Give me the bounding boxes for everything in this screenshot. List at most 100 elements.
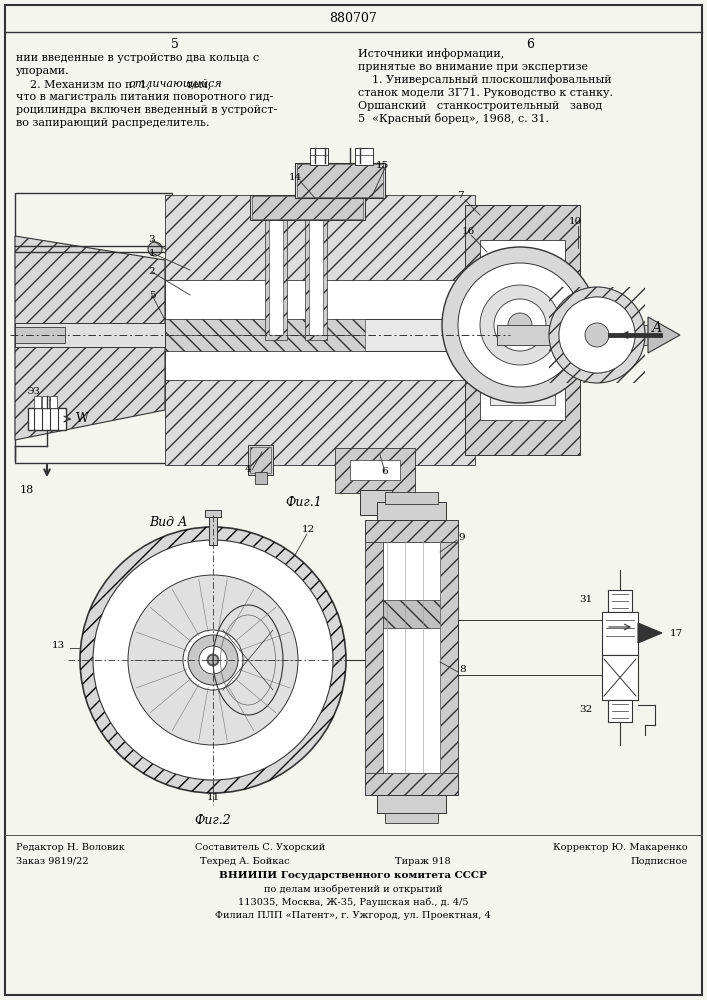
Bar xyxy=(365,520,383,795)
Text: Техред А. Бойкас: Техред А. Бойкас xyxy=(200,856,290,865)
Bar xyxy=(360,490,392,515)
Text: 5: 5 xyxy=(148,290,156,300)
Circle shape xyxy=(93,540,333,780)
Bar xyxy=(608,700,632,722)
Circle shape xyxy=(508,313,532,337)
Bar xyxy=(310,148,328,165)
Bar xyxy=(34,396,41,408)
Bar xyxy=(252,196,363,219)
Circle shape xyxy=(183,630,243,690)
Circle shape xyxy=(559,297,635,373)
Text: 6: 6 xyxy=(526,37,534,50)
Text: Оршанский   станкостроительный   завод: Оршанский станкостроительный завод xyxy=(358,101,602,111)
Bar xyxy=(385,813,438,823)
Circle shape xyxy=(494,299,546,351)
Text: 880707: 880707 xyxy=(329,12,377,25)
Text: Вид А: Вид А xyxy=(148,516,187,528)
Circle shape xyxy=(585,323,609,347)
Bar xyxy=(248,445,273,475)
Text: Фиг.1: Фиг.1 xyxy=(285,495,322,508)
Bar xyxy=(355,148,373,165)
Text: 5  «Красный борец», 1968, с. 31.: 5 «Красный борец», 1968, с. 31. xyxy=(358,113,549,124)
Bar xyxy=(15,319,500,351)
Text: 1: 1 xyxy=(148,248,156,257)
Text: Фиг.2: Фиг.2 xyxy=(194,814,231,826)
Text: тем,: тем, xyxy=(183,79,211,89)
Circle shape xyxy=(207,654,219,666)
Bar xyxy=(15,323,165,347)
Circle shape xyxy=(442,247,598,403)
Text: принятые во внимание при экспертизе: принятые во внимание при экспертизе xyxy=(358,62,588,72)
Circle shape xyxy=(559,297,635,373)
Bar xyxy=(50,396,57,408)
Text: во запирающий распределитель.: во запирающий распределитель. xyxy=(16,118,209,128)
Text: роцилиндра включен введенный в устройст-: роцилиндра включен введенный в устройст- xyxy=(16,105,277,115)
Bar xyxy=(490,255,555,405)
Text: по делам изобретений и открытий: по делам изобретений и открытий xyxy=(264,884,443,894)
Text: 14: 14 xyxy=(288,172,302,182)
Bar xyxy=(269,200,283,335)
Polygon shape xyxy=(648,317,680,353)
Bar xyxy=(205,510,221,517)
Bar xyxy=(265,195,287,340)
Text: упорами.: упорами. xyxy=(16,66,69,76)
Bar xyxy=(383,600,440,628)
Text: 8: 8 xyxy=(460,666,467,674)
Text: Корректор Ю. Макаренко: Корректор Ю. Макаренко xyxy=(554,844,688,852)
Text: 3: 3 xyxy=(148,235,156,244)
Circle shape xyxy=(458,263,582,387)
Circle shape xyxy=(549,287,645,383)
Text: 10: 10 xyxy=(568,218,582,227)
Text: Редактор Н. Воловик: Редактор Н. Воловик xyxy=(16,844,125,852)
Bar xyxy=(465,205,580,455)
Bar xyxy=(480,240,565,420)
Text: 113035, Москва, Ж-35, Раушская наб., д. 4/5: 113035, Москва, Ж-35, Раушская наб., д. … xyxy=(238,897,468,907)
Circle shape xyxy=(480,285,560,365)
Bar xyxy=(295,163,385,198)
Bar xyxy=(385,492,438,504)
Circle shape xyxy=(188,635,238,685)
Text: Заказ 9819/22: Заказ 9819/22 xyxy=(16,856,88,865)
Text: W: W xyxy=(76,412,89,426)
Text: 16: 16 xyxy=(462,228,474,236)
Text: Филиал ПЛП «Патент», г. Ужгород, ул. Проектная, 4: Филиал ПЛП «Патент», г. Ужгород, ул. Про… xyxy=(215,910,491,920)
Bar xyxy=(602,612,638,655)
Bar xyxy=(165,280,475,380)
Text: 6: 6 xyxy=(382,468,388,477)
Bar xyxy=(497,325,652,345)
Text: отличающийся: отличающийся xyxy=(129,79,223,89)
Bar xyxy=(602,655,638,700)
Bar xyxy=(42,396,49,408)
Text: ЭЗ: ЭЗ xyxy=(26,387,40,396)
Text: 2: 2 xyxy=(148,267,156,276)
Text: Источники информации,: Источники информации, xyxy=(358,49,504,59)
Circle shape xyxy=(148,242,162,256)
Bar xyxy=(383,542,440,773)
Bar xyxy=(28,408,66,430)
Text: 4: 4 xyxy=(245,466,251,475)
Bar xyxy=(580,325,615,345)
Text: 32: 32 xyxy=(579,706,592,714)
Bar xyxy=(255,472,267,484)
Text: ВНИИПИ Государственного комитета СССР: ВНИИПИ Государственного комитета СССР xyxy=(219,870,487,880)
Text: что в магистраль питания поворотного гид-: что в магистраль питания поворотного гид… xyxy=(16,92,274,102)
Text: А: А xyxy=(652,321,662,335)
Text: 12: 12 xyxy=(301,526,315,534)
Circle shape xyxy=(80,527,346,793)
Polygon shape xyxy=(15,236,165,440)
Bar xyxy=(549,287,645,383)
Text: 17: 17 xyxy=(670,629,683,638)
Bar xyxy=(377,795,446,813)
Text: 2. Механизм по п. 1,: 2. Механизм по п. 1, xyxy=(16,79,153,89)
Text: 5: 5 xyxy=(171,37,179,50)
Bar xyxy=(335,448,415,493)
Text: Тираж 918: Тираж 918 xyxy=(395,856,450,865)
Text: 18: 18 xyxy=(20,485,34,495)
Text: 1. Универсальный плоскошлифовальный: 1. Универсальный плоскошлифовальный xyxy=(358,75,612,85)
Text: нии введенные в устройство два кольца с: нии введенные в устройство два кольца с xyxy=(16,53,259,63)
Bar xyxy=(365,520,458,542)
Bar xyxy=(350,460,400,480)
Bar xyxy=(250,447,271,473)
Bar xyxy=(309,200,323,335)
Text: Составитель С. Ухорский: Составитель С. Ухорский xyxy=(195,844,325,852)
